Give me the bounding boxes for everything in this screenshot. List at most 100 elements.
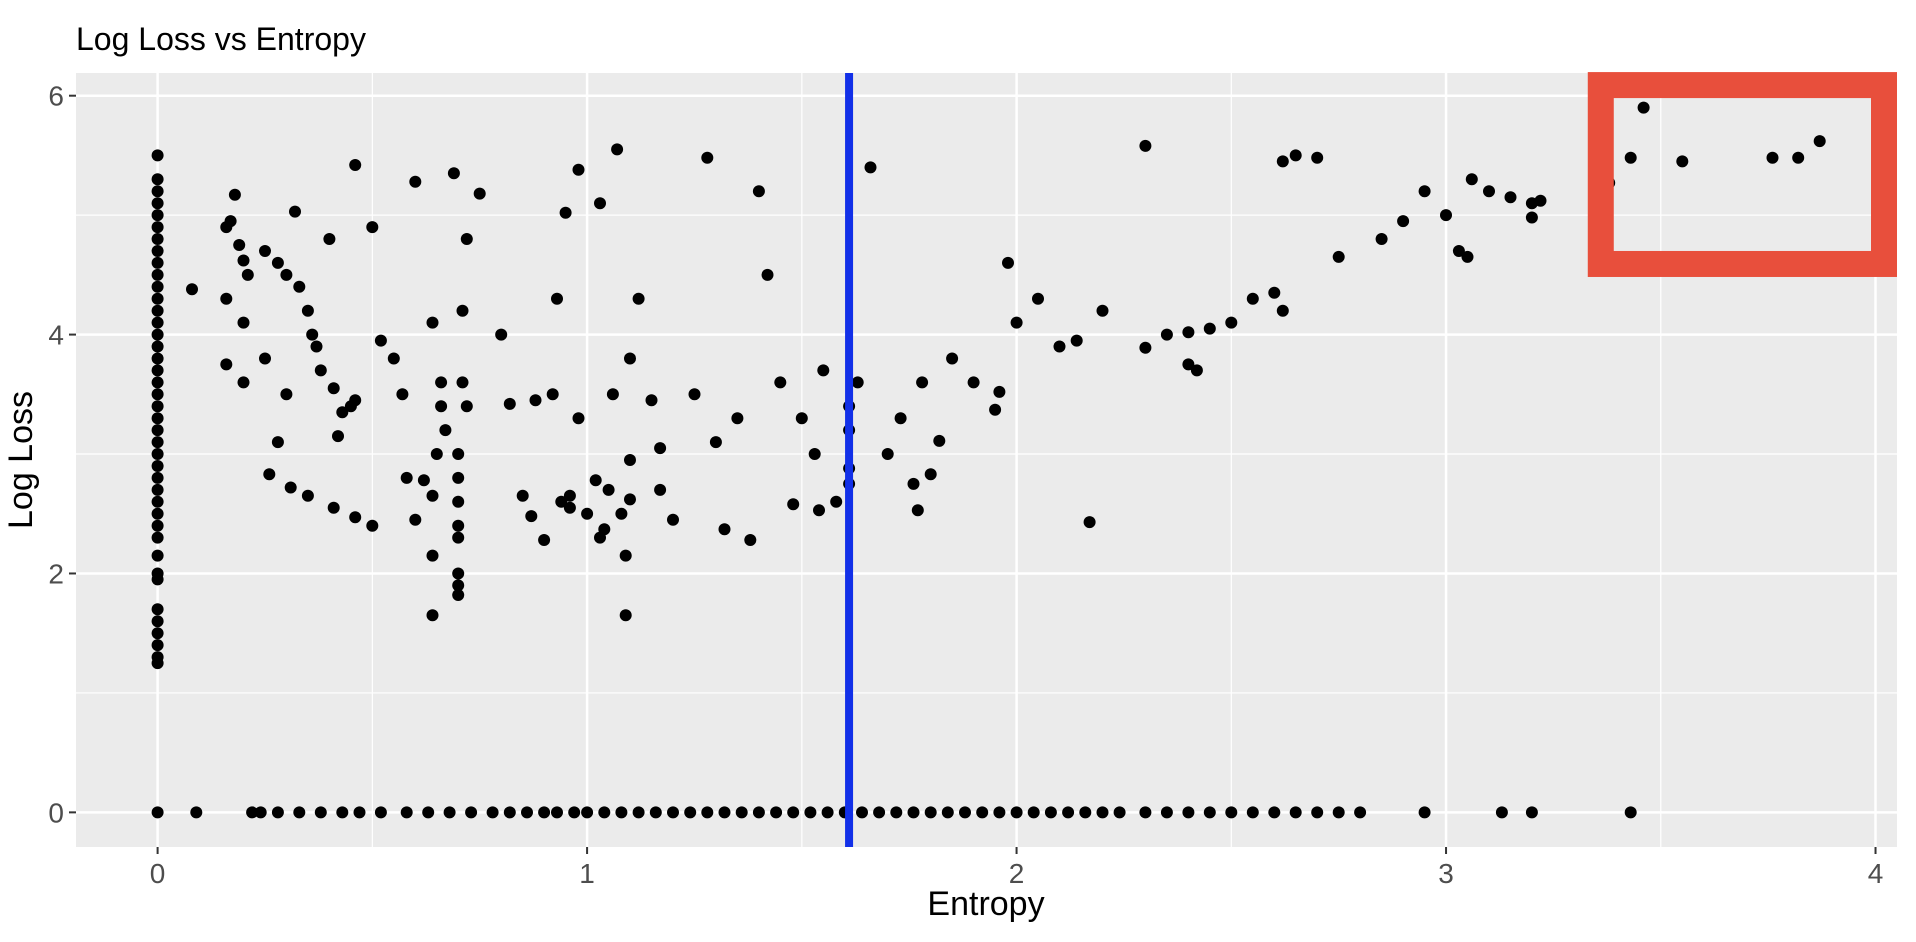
data-point bbox=[752, 806, 765, 819]
data-point bbox=[151, 245, 164, 257]
data-point bbox=[1079, 806, 1092, 819]
data-point bbox=[1027, 806, 1040, 819]
data-point bbox=[151, 268, 164, 281]
data-point bbox=[1465, 173, 1478, 186]
data-point bbox=[237, 316, 250, 329]
data-point bbox=[795, 412, 808, 425]
data-point bbox=[1070, 334, 1083, 347]
y-axis-title: Log Loss bbox=[2, 391, 40, 529]
data-point bbox=[332, 430, 344, 443]
data-point bbox=[645, 394, 658, 407]
data-point bbox=[830, 495, 843, 508]
data-point bbox=[1139, 341, 1152, 354]
x-axis-title: Entropy bbox=[927, 885, 1044, 923]
data-point bbox=[1276, 155, 1289, 168]
data-point bbox=[353, 806, 366, 819]
highlight-box bbox=[1587, 72, 1897, 277]
data-point bbox=[435, 376, 448, 389]
x-axis-ticks: 0 1 2 3 4 bbox=[150, 847, 1883, 889]
data-point bbox=[374, 806, 387, 819]
data-point bbox=[503, 397, 516, 410]
data-point bbox=[959, 806, 971, 819]
data-point bbox=[632, 806, 645, 819]
data-point bbox=[538, 806, 551, 819]
data-point bbox=[409, 513, 422, 526]
data-point bbox=[924, 806, 937, 819]
data-point bbox=[151, 448, 164, 460]
data-point bbox=[151, 531, 164, 544]
data-point bbox=[873, 806, 886, 819]
data-point bbox=[538, 534, 551, 546]
data-point bbox=[624, 493, 636, 506]
data-point bbox=[151, 806, 164, 819]
data-point bbox=[1637, 101, 1650, 114]
data-point bbox=[1268, 286, 1281, 299]
data-point bbox=[186, 283, 198, 296]
data-point bbox=[993, 806, 1006, 819]
data-point bbox=[387, 352, 400, 365]
data-point bbox=[237, 254, 250, 267]
data-point bbox=[611, 143, 624, 156]
data-point bbox=[1053, 340, 1066, 353]
data-point bbox=[804, 806, 817, 819]
data-point bbox=[1813, 135, 1826, 148]
data-point bbox=[1160, 806, 1173, 819]
data-point bbox=[976, 806, 989, 819]
data-point bbox=[400, 471, 413, 484]
data-point bbox=[1289, 806, 1302, 819]
data-point bbox=[452, 471, 465, 484]
data-point bbox=[774, 376, 787, 389]
data-point bbox=[1010, 806, 1023, 819]
data-point bbox=[615, 507, 628, 520]
data-point bbox=[572, 412, 585, 425]
data-point bbox=[495, 328, 508, 341]
data-point bbox=[890, 806, 903, 819]
x-tick-label: 0 bbox=[150, 858, 166, 889]
data-point bbox=[589, 474, 602, 487]
data-point bbox=[473, 187, 486, 200]
data-point bbox=[452, 531, 465, 544]
data-point bbox=[808, 448, 821, 460]
data-point bbox=[151, 436, 164, 449]
data-point bbox=[435, 400, 448, 413]
data-point bbox=[1311, 151, 1324, 164]
data-point bbox=[856, 806, 868, 819]
data-point bbox=[1311, 806, 1324, 819]
data-point bbox=[327, 501, 340, 514]
data-point bbox=[619, 609, 632, 622]
data-point bbox=[452, 567, 465, 580]
data-point bbox=[220, 292, 233, 305]
data-point bbox=[1397, 215, 1410, 228]
data-point bbox=[688, 388, 701, 401]
data-point bbox=[452, 495, 465, 508]
data-point bbox=[426, 489, 439, 502]
data-point bbox=[151, 460, 164, 472]
data-point bbox=[813, 504, 825, 517]
data-point bbox=[1096, 304, 1109, 317]
data-point bbox=[667, 806, 679, 819]
y-tick-label: 2 bbox=[48, 558, 64, 589]
data-point bbox=[907, 806, 920, 819]
data-point bbox=[1440, 209, 1452, 222]
data-point bbox=[417, 474, 430, 487]
data-point bbox=[1792, 151, 1805, 164]
data-point bbox=[941, 806, 954, 819]
data-point bbox=[151, 328, 164, 341]
data-point bbox=[581, 806, 594, 819]
data-point bbox=[314, 806, 327, 819]
data-point bbox=[228, 188, 241, 201]
data-point bbox=[284, 481, 297, 494]
data-point bbox=[744, 534, 757, 546]
data-point bbox=[349, 511, 362, 524]
data-point bbox=[654, 442, 667, 455]
data-point bbox=[525, 510, 538, 523]
data-point bbox=[452, 448, 465, 460]
data-point bbox=[151, 615, 164, 628]
data-point bbox=[667, 513, 679, 526]
data-point bbox=[314, 364, 327, 377]
data-point bbox=[1002, 256, 1014, 269]
data-point bbox=[1044, 806, 1057, 819]
data-point bbox=[426, 316, 439, 329]
data-point bbox=[654, 483, 667, 496]
data-point bbox=[280, 388, 293, 401]
